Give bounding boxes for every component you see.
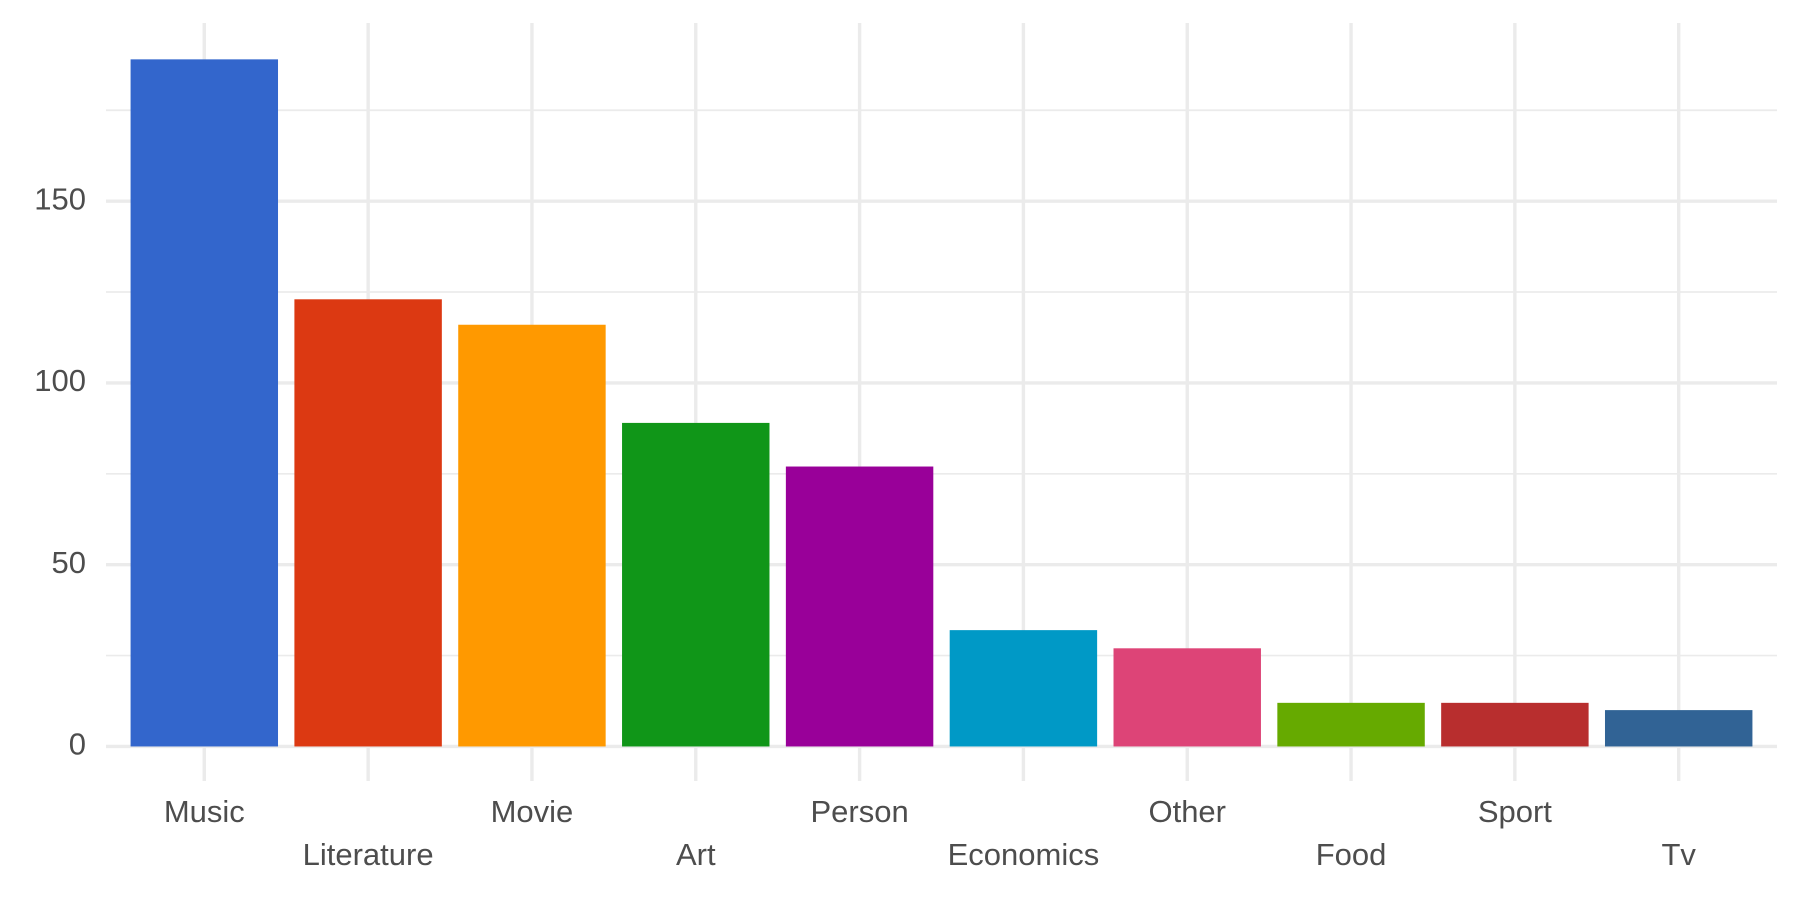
bar — [1277, 702, 1425, 747]
x-tick-label: Person — [810, 794, 908, 829]
x-tick-label: Tv — [1661, 837, 1696, 872]
bar — [1113, 648, 1261, 747]
x-tick-label: Sport — [1478, 794, 1552, 829]
bar — [1441, 702, 1589, 747]
y-tick-label: 150 — [34, 181, 86, 216]
y-tick-label: 100 — [34, 363, 86, 398]
y-tick-label: 50 — [52, 545, 86, 580]
x-tick-label: Movie — [491, 794, 574, 829]
x-tick-label: Food — [1316, 837, 1387, 872]
bar — [949, 630, 1098, 747]
x-tick-label: Literature — [303, 837, 434, 872]
x-tick-label: Art — [676, 837, 716, 872]
x-tick-label: Other — [1148, 794, 1226, 829]
bar — [130, 59, 279, 747]
x-tick-label: Economics — [948, 837, 1100, 872]
bar — [785, 466, 934, 747]
bar — [458, 324, 606, 747]
bar — [622, 422, 770, 747]
y-tick-label: 0 — [69, 727, 86, 762]
x-tick-label: Music — [164, 794, 245, 829]
bar — [1604, 710, 1753, 747]
bar — [294, 299, 442, 747]
